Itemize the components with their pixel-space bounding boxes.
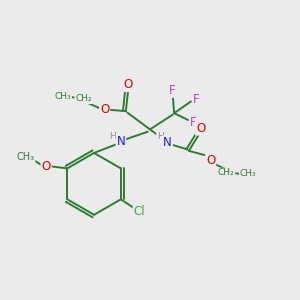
- Text: N: N: [116, 135, 125, 148]
- Text: H: H: [109, 132, 116, 141]
- Text: CH₂: CH₂: [75, 94, 92, 103]
- Text: CH₃: CH₃: [55, 92, 71, 101]
- Text: F: F: [193, 93, 200, 106]
- Text: O: O: [41, 160, 51, 172]
- Text: O: O: [196, 122, 205, 135]
- Text: H: H: [157, 132, 164, 141]
- Text: N: N: [163, 136, 172, 149]
- Text: F: F: [190, 116, 196, 129]
- Text: O: O: [206, 154, 215, 167]
- Text: Cl: Cl: [134, 205, 145, 218]
- Text: F: F: [169, 84, 176, 97]
- Text: CH₃: CH₃: [16, 152, 34, 162]
- Text: CH₃: CH₃: [240, 169, 256, 178]
- Text: O: O: [100, 103, 109, 116]
- Text: CH₂: CH₂: [218, 169, 235, 178]
- Text: O: O: [124, 78, 133, 91]
